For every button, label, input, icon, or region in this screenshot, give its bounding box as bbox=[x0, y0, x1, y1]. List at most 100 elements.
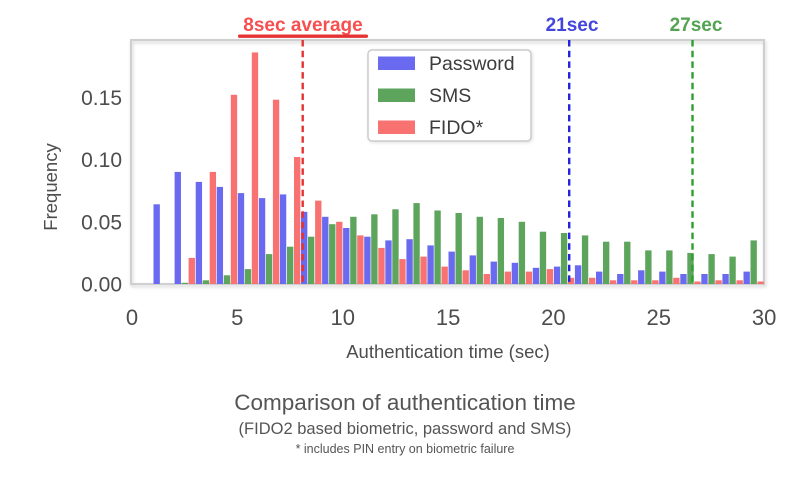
bar-fido bbox=[209, 171, 217, 284]
legend-swatch-fido bbox=[378, 120, 415, 134]
x-tick-label: 15 bbox=[436, 305, 460, 330]
bar-fido bbox=[336, 221, 343, 285]
bar-fido bbox=[610, 280, 617, 284]
bar-password bbox=[322, 216, 329, 284]
bar-sms bbox=[497, 218, 505, 284]
bar-sms bbox=[581, 235, 589, 284]
legend-swatch-sms bbox=[378, 88, 415, 102]
bar-fido bbox=[420, 256, 427, 284]
bar-password bbox=[279, 194, 287, 284]
x-tick-label: 0 bbox=[126, 305, 138, 330]
bar-sms bbox=[687, 252, 694, 284]
x-tick-label: 30 bbox=[752, 305, 776, 330]
bar-sms bbox=[708, 254, 715, 284]
bar-password bbox=[153, 204, 160, 284]
bar-password bbox=[258, 198, 266, 284]
bar-sms bbox=[434, 210, 441, 284]
bar-password bbox=[638, 270, 645, 284]
bar-password bbox=[680, 274, 687, 284]
y-tick-label: 0.10 bbox=[81, 149, 122, 172]
bar-password bbox=[385, 240, 392, 284]
bar-fido bbox=[188, 257, 195, 284]
bar-fido bbox=[673, 277, 680, 284]
bar-password bbox=[195, 181, 203, 284]
fido-average-underline bbox=[238, 34, 368, 38]
bar-fido bbox=[757, 281, 764, 284]
bar-sms bbox=[539, 231, 547, 284]
bar-fido bbox=[736, 280, 743, 284]
bar-password bbox=[427, 245, 434, 284]
bar-sms bbox=[308, 236, 315, 284]
legend-label-sms: SMS bbox=[429, 85, 471, 107]
bar-fido bbox=[546, 269, 554, 284]
bar-sms bbox=[603, 241, 610, 284]
bar-sms bbox=[392, 209, 399, 284]
x-tick-label: 25 bbox=[647, 305, 671, 330]
y-tick-label: 0.15 bbox=[81, 87, 122, 110]
bar-password bbox=[237, 193, 245, 284]
y-tick-label: 0.05 bbox=[81, 211, 122, 234]
bar-sms bbox=[455, 213, 462, 284]
bar-fido bbox=[315, 200, 322, 284]
bar-sms bbox=[371, 214, 378, 284]
x-tick-label: 10 bbox=[330, 305, 354, 330]
bar-fido bbox=[272, 99, 280, 284]
fido-average-annotation: 8sec average bbox=[243, 15, 362, 36]
bar-password bbox=[406, 239, 413, 284]
bar-sms bbox=[265, 254, 273, 284]
bar-fido bbox=[631, 280, 638, 284]
bars-group bbox=[153, 52, 764, 285]
bar-fido bbox=[694, 281, 701, 284]
caption-subtitle: (FIDO2 based biometric, password and SMS… bbox=[239, 420, 572, 438]
bar-password bbox=[553, 266, 561, 284]
bar-password bbox=[722, 274, 729, 284]
bar-fido bbox=[589, 277, 596, 284]
bar-fido bbox=[230, 94, 238, 284]
legend: Password SMS FIDO* bbox=[367, 49, 532, 142]
caption-title: Comparison of authentication time bbox=[234, 390, 575, 415]
bar-sms bbox=[560, 233, 568, 284]
bar-sms bbox=[244, 269, 252, 284]
x-axis-label: Authentication time (sec) bbox=[346, 341, 550, 362]
x-tick-label: 5 bbox=[231, 305, 243, 330]
bar-fido bbox=[567, 277, 575, 284]
bar-sms bbox=[202, 280, 210, 284]
bar-fido bbox=[378, 247, 385, 284]
bar-fido bbox=[251, 52, 259, 285]
bar-fido bbox=[441, 266, 448, 284]
bar-sms bbox=[223, 275, 231, 284]
password-average-annotation: 21sec bbox=[546, 15, 599, 36]
bar-fido bbox=[483, 274, 490, 284]
bar-password bbox=[743, 271, 750, 284]
bar-sms bbox=[476, 216, 483, 284]
legend-box bbox=[367, 49, 532, 142]
bar-sms bbox=[287, 246, 294, 284]
bar-password bbox=[574, 265, 582, 284]
bar-fido bbox=[294, 157, 301, 284]
bar-password bbox=[301, 211, 308, 284]
bar-password bbox=[216, 186, 224, 284]
bar-password bbox=[617, 274, 624, 284]
bar-sms bbox=[624, 241, 631, 284]
bar-sms bbox=[729, 256, 736, 284]
bar-sms bbox=[181, 282, 188, 284]
bar-password bbox=[659, 271, 666, 284]
bar-fido bbox=[504, 271, 512, 284]
bar-sms bbox=[329, 224, 336, 284]
bar-sms bbox=[666, 250, 673, 284]
bar-password bbox=[490, 261, 497, 284]
tick-labels-group: 0 5 10 15 20 25 30 0.00 0.05 0.10 0.15 bbox=[81, 87, 776, 330]
mean-lines-group bbox=[301, 40, 694, 284]
bar-password bbox=[174, 171, 181, 284]
y-tick-label: 0.00 bbox=[81, 274, 122, 297]
bar-fido bbox=[652, 280, 659, 284]
bar-password bbox=[596, 271, 603, 284]
bar-fido bbox=[525, 271, 533, 284]
bar-password bbox=[532, 267, 540, 284]
bar-password bbox=[364, 236, 371, 284]
bar-password bbox=[469, 255, 476, 284]
bar-password bbox=[448, 251, 455, 284]
bar-fido bbox=[715, 280, 722, 284]
bar-password bbox=[343, 228, 350, 284]
